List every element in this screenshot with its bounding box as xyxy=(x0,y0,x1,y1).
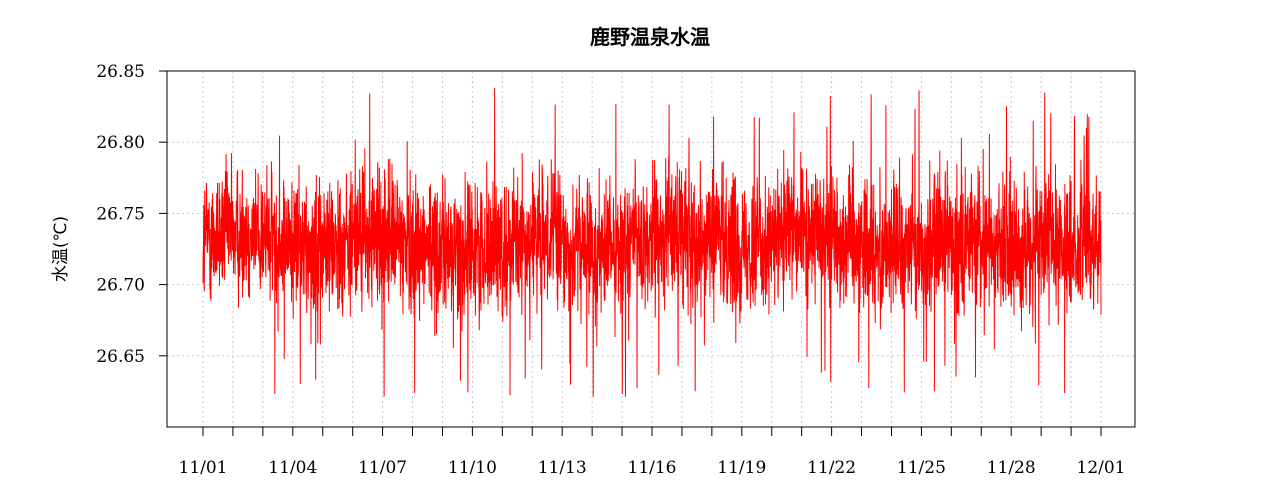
y-tick-label: 26.75 xyxy=(96,204,145,224)
series-temperature xyxy=(202,88,1102,397)
chart-title: 鹿野温泉水温 xyxy=(590,25,710,49)
y-axis-label: 水温(℃) xyxy=(51,216,71,282)
y-tick-label: 26.65 xyxy=(96,347,145,367)
y-tick-label: 26.80 xyxy=(96,133,145,153)
x-tick-label: 11/07 xyxy=(358,458,407,478)
x-tick-label: 12/01 xyxy=(1077,458,1126,478)
plot-frame xyxy=(166,70,1136,428)
x-tick-label: 11/04 xyxy=(268,458,317,478)
y-tick-label: 26.70 xyxy=(96,276,145,296)
x-tick-label: 11/01 xyxy=(179,458,228,478)
x-tick-label: 11/25 xyxy=(897,458,946,478)
x-tick-label: 11/19 xyxy=(717,458,766,478)
x-axis: 11/01 11/04 11/07 11/10 11/13 11/16 11/19 11/22… xyxy=(179,427,1126,478)
y-tick-label: 26.85 xyxy=(96,62,145,82)
grid-lines xyxy=(167,71,1135,427)
x-tick-label: 11/16 xyxy=(628,458,677,478)
x-tick-label: 11/10 xyxy=(448,458,497,478)
y-axis: 26.65 26.70 26.75 26.80 26.85 xyxy=(96,62,167,367)
series-line-water-temperature xyxy=(202,88,1102,397)
x-tick-label: 11/28 xyxy=(987,458,1036,478)
x-tick-label: 11/13 xyxy=(538,458,587,478)
x-tick-label: 11/22 xyxy=(807,458,856,478)
